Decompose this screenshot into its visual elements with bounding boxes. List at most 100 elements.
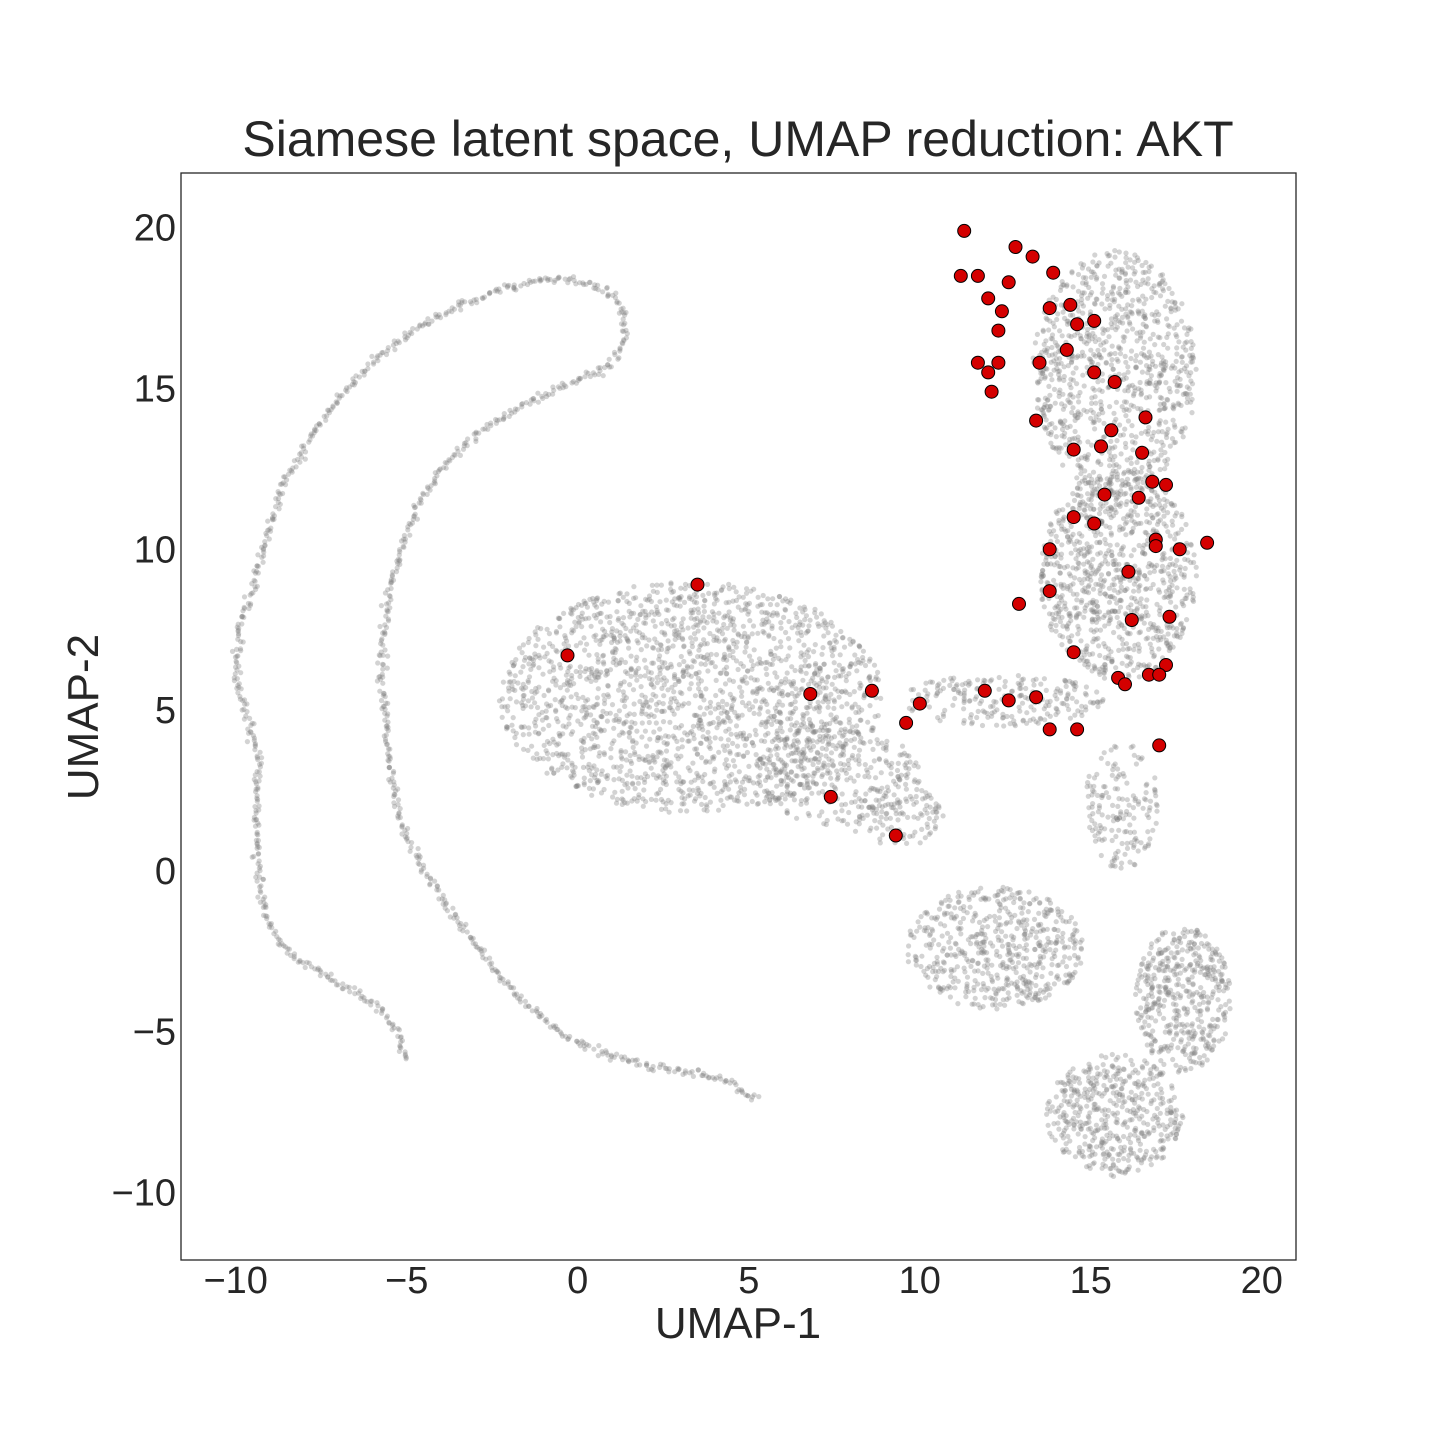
background-point — [644, 1060, 650, 1066]
background-point — [781, 614, 787, 621]
background-point — [312, 427, 318, 434]
background-point — [606, 356, 612, 362]
background-point — [1125, 418, 1131, 424]
background-point — [1101, 579, 1107, 585]
background-point — [785, 692, 791, 698]
background-point — [766, 687, 773, 693]
background-point — [1076, 480, 1082, 486]
background-point — [248, 722, 254, 728]
background-point — [1070, 370, 1076, 376]
background-point — [1143, 586, 1149, 592]
background-point — [626, 730, 632, 736]
background-point — [829, 782, 835, 788]
background-point — [1145, 428, 1151, 434]
background-point — [1113, 468, 1119, 474]
background-point — [547, 740, 553, 747]
background-point — [680, 1071, 686, 1077]
background-point — [391, 800, 397, 806]
background-point — [1162, 303, 1168, 309]
background-point — [710, 1075, 716, 1081]
background-point — [711, 784, 717, 790]
background-point — [1059, 333, 1065, 339]
background-point — [682, 796, 688, 802]
background-point — [1110, 558, 1116, 564]
background-point — [582, 747, 588, 753]
background-point — [1105, 293, 1111, 299]
background-point — [253, 816, 260, 823]
background-point — [594, 734, 600, 740]
background-point — [801, 746, 807, 753]
background-point — [1156, 422, 1162, 428]
background-point — [1112, 248, 1118, 254]
background-point — [233, 664, 239, 670]
background-point — [599, 637, 605, 643]
background-point — [614, 300, 620, 306]
background-point — [1069, 633, 1075, 639]
background-point — [669, 707, 675, 714]
background-point — [698, 653, 704, 660]
background-point — [618, 763, 624, 770]
background-point — [444, 460, 450, 466]
background-point — [651, 729, 657, 735]
background-point — [708, 720, 714, 727]
background-point — [633, 740, 639, 746]
background-point — [375, 353, 381, 359]
background-point — [661, 630, 668, 636]
background-point — [595, 659, 601, 665]
background-point — [1174, 557, 1180, 564]
background-point — [311, 430, 317, 436]
background-point — [1170, 561, 1176, 567]
background-point — [525, 281, 531, 288]
background-point — [427, 875, 434, 881]
background-point — [601, 750, 607, 756]
background-point — [519, 724, 525, 731]
background-point — [755, 774, 761, 780]
background-point — [376, 652, 382, 658]
background-point — [591, 1046, 597, 1052]
background-point — [482, 426, 488, 432]
background-point — [470, 940, 476, 946]
background-point — [385, 348, 391, 354]
background-point — [330, 403, 336, 409]
background-point — [696, 647, 702, 653]
background-point — [1113, 665, 1119, 671]
background-point — [720, 802, 726, 809]
background-point — [417, 323, 423, 329]
background-point — [1076, 560, 1082, 567]
background-point — [605, 291, 611, 297]
background-point — [1130, 297, 1136, 303]
background-point — [1174, 383, 1180, 389]
background-point — [591, 717, 597, 724]
background-point — [569, 760, 575, 766]
background-point — [1149, 294, 1155, 301]
background-point — [507, 696, 513, 702]
background-point — [716, 749, 722, 755]
background-point — [608, 1052, 615, 1058]
background-point — [765, 596, 771, 602]
background-point — [1160, 288, 1166, 294]
background-point — [789, 664, 795, 670]
background-point — [671, 689, 677, 695]
background-point — [1179, 511, 1185, 517]
background-point — [386, 765, 392, 771]
background-point — [756, 711, 762, 717]
background-point — [769, 613, 776, 619]
background-point — [1136, 630, 1142, 636]
background-point — [476, 430, 482, 436]
background-point — [788, 777, 794, 783]
background-point — [1133, 434, 1139, 440]
background-point — [613, 290, 619, 296]
background-point — [690, 787, 696, 794]
background-point — [852, 828, 859, 834]
background-point — [590, 744, 596, 751]
background-point — [316, 421, 322, 427]
background-point — [1074, 597, 1080, 603]
background-point — [395, 815, 401, 821]
background-point — [691, 624, 697, 630]
background-point — [544, 701, 550, 707]
background-point — [581, 281, 587, 288]
background-point — [587, 373, 594, 380]
background-point — [1188, 559, 1194, 566]
background-point — [481, 947, 488, 953]
background-point — [254, 563, 260, 569]
